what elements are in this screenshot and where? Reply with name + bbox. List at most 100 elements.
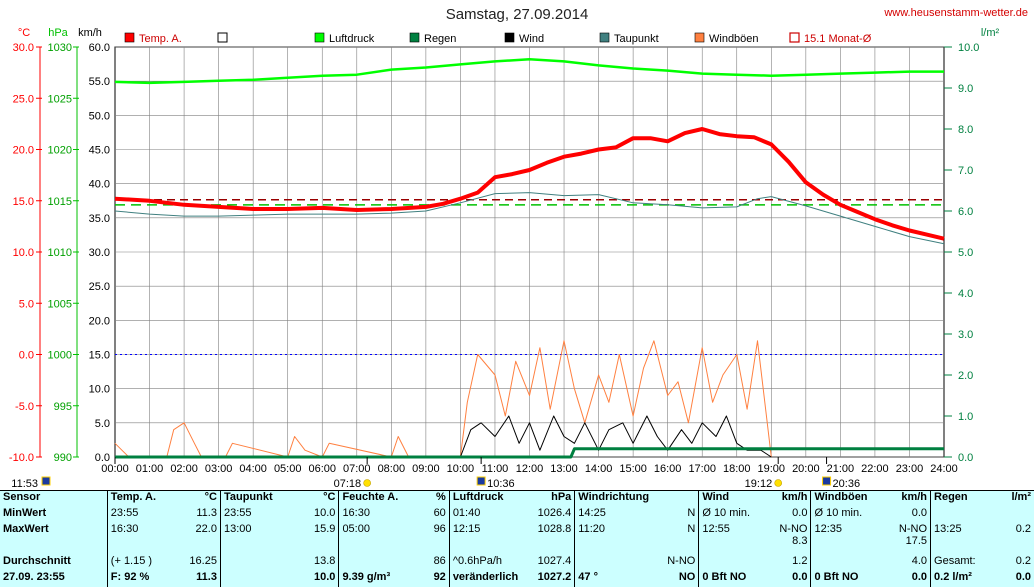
- legend-label: Taupunkt: [614, 33, 659, 45]
- marker-label: 10:36: [487, 478, 515, 490]
- pressure-tick-label: 1030: [48, 42, 72, 54]
- sun-icon: [774, 479, 783, 487]
- stats-cell-value: 1.2: [792, 555, 808, 567]
- stats-cell-label: 47 °: [574, 571, 653, 587]
- stats-cell-label: 23:55: [219, 507, 289, 523]
- stats-cell-label: [930, 507, 989, 523]
- stats-header-unit: %: [407, 490, 450, 507]
- stats-cell-value: 10.0: [314, 571, 336, 583]
- stats-cell-value: 4.0: [911, 555, 928, 567]
- x-tick-label: 11:00: [482, 463, 509, 475]
- stats-cell-label: 12:55: [698, 523, 763, 555]
- stats-cell-value: 0.0: [911, 571, 928, 583]
- stats-cell-label: [698, 555, 763, 571]
- temp-tick-label: 15.0: [13, 196, 34, 208]
- stats-cell-value: 96: [433, 523, 446, 535]
- stats-header: Windböen: [810, 490, 883, 507]
- temp-axis-unit: °C: [18, 27, 30, 39]
- stats-header-unit: °C: [288, 490, 339, 507]
- stats-cell-value: N-NO: [667, 555, 696, 567]
- wind-tick-label: 0.0: [95, 452, 110, 464]
- rain-tick-label: 10.0: [958, 42, 979, 54]
- wind-tick-label: 40.0: [89, 179, 110, 191]
- legend-label: Regen: [424, 33, 456, 45]
- x-tick-label: 02:00: [170, 463, 198, 475]
- temp-tick-label: -5.0: [15, 401, 34, 413]
- pressure-tick-label: 1015: [48, 196, 72, 208]
- stats-header-unit: hPa: [523, 490, 575, 507]
- stats-cell-value: 15.9: [314, 523, 336, 535]
- stats-cell-label: 9.39 g/m³: [338, 571, 408, 587]
- stats-header: Windrichtung: [574, 490, 653, 507]
- stats-header: Wind: [698, 490, 763, 507]
- stats-cell-value: 1028.8: [537, 523, 572, 535]
- stats-cell-label: 0 Bft NO: [698, 571, 763, 587]
- temp-tick-label: 5.0: [19, 298, 34, 310]
- x-tick-label: 16:00: [654, 463, 682, 475]
- stats-header: Taupunkt: [219, 490, 289, 507]
- stats-header: Feuchte A.: [338, 490, 408, 507]
- chart-axes: 00:00 01:00 02:00 03:00 04:00 05:00 06:00 07:00…: [9, 27, 1000, 475]
- stats-cell-value: [74, 507, 107, 523]
- stats-cell-label: 27.09. 23:55: [3, 571, 65, 583]
- x-tick-label: 06:00: [308, 463, 336, 475]
- legend-swatch: [599, 32, 610, 43]
- stats-cell-value: NO: [678, 571, 696, 583]
- statistics-table: Sensor Temp. A. °C Taupunkt °C Feuchte A.% Luf…: [0, 490, 1034, 587]
- stats-cell-label: [219, 571, 289, 587]
- wind-tick-label: 35.0: [89, 213, 110, 225]
- pressure-tick-label: 990: [54, 452, 72, 464]
- stats-cell-value: [74, 555, 107, 571]
- stats-cell-value: 0.0: [792, 571, 808, 583]
- stats-cell-label: 16:30: [106, 523, 167, 555]
- stats-cell-value: [74, 523, 107, 555]
- legend-label: Wind: [519, 33, 544, 45]
- stats-cell-value: [74, 571, 107, 587]
- wind-tick-label: 60.0: [89, 42, 110, 54]
- legend-swatch: [217, 32, 228, 43]
- wind-tick-label: 5.0: [95, 418, 110, 430]
- pressure-tick-label: 1010: [48, 247, 72, 259]
- x-tick-label: 22:00: [861, 463, 889, 475]
- chart-title: Samstag, 27.09.2014: [445, 6, 589, 23]
- stats-header-unit: km/h: [762, 490, 811, 507]
- x-tick-label: 04:00: [239, 463, 267, 475]
- stats-cell-label: Ø 10 min.: [810, 507, 883, 523]
- stats-cell-value: 0.0: [792, 507, 808, 519]
- legend-label: 15.1 Monat-Ø: [804, 33, 872, 45]
- moon-icon: [822, 476, 832, 486]
- stats-cell-value: 10.0: [314, 507, 336, 519]
- stats-cell-value: 22.0: [195, 523, 217, 535]
- stats-cell-label: 11:20: [574, 523, 653, 555]
- stats-cell-label: 0.2 l/m²: [930, 571, 989, 587]
- moon-icon: [41, 476, 51, 486]
- wind-series-line: [459, 415, 772, 458]
- x-tick-label: 01:00: [136, 463, 164, 475]
- stats-cell-label: 23:55: [106, 507, 167, 523]
- stats-cell-value: 92: [433, 571, 446, 583]
- legend-label: Luftdruck: [329, 33, 375, 45]
- stats-cell-label: 05:00: [338, 523, 408, 555]
- stats-cell-value: 0.0: [1015, 571, 1031, 583]
- stats-header-unit: °C: [166, 490, 221, 507]
- legend: Temp. A. Luftdruck Regen Wind Taupunkt Windbö…: [124, 32, 872, 45]
- stats-cell-value: N: [687, 523, 696, 535]
- rain-tick-label: 5.0: [958, 247, 973, 259]
- rain-tick-label: 9.0: [958, 83, 973, 95]
- pressure-series-line: [114, 58, 944, 85]
- site-url[interactable]: www.heusenstamm-wetter.de: [884, 7, 1028, 19]
- rain-axis-unit: l/m²: [981, 27, 1000, 39]
- marker-label: 07:18: [334, 478, 362, 490]
- rain-tick-label: 8.0: [958, 124, 973, 136]
- stats-cell-label: 0 Bft NO: [810, 571, 883, 587]
- pressure-tick-label: 1000: [48, 350, 72, 362]
- wind-tick-label: 10.0: [89, 384, 110, 396]
- stats-cell-label: (+ 1.15 ): [106, 555, 167, 571]
- stats-cell-label: 12:35: [810, 523, 883, 555]
- sun-icon: [363, 479, 371, 487]
- stats-header: Regen: [930, 490, 989, 507]
- stats-cell-value: 0.0: [911, 507, 928, 519]
- stats-cell-value: 16.25: [189, 555, 217, 567]
- rain-tick-label: 0.0: [958, 452, 973, 464]
- stats-cell-label: 01:40: [448, 507, 524, 523]
